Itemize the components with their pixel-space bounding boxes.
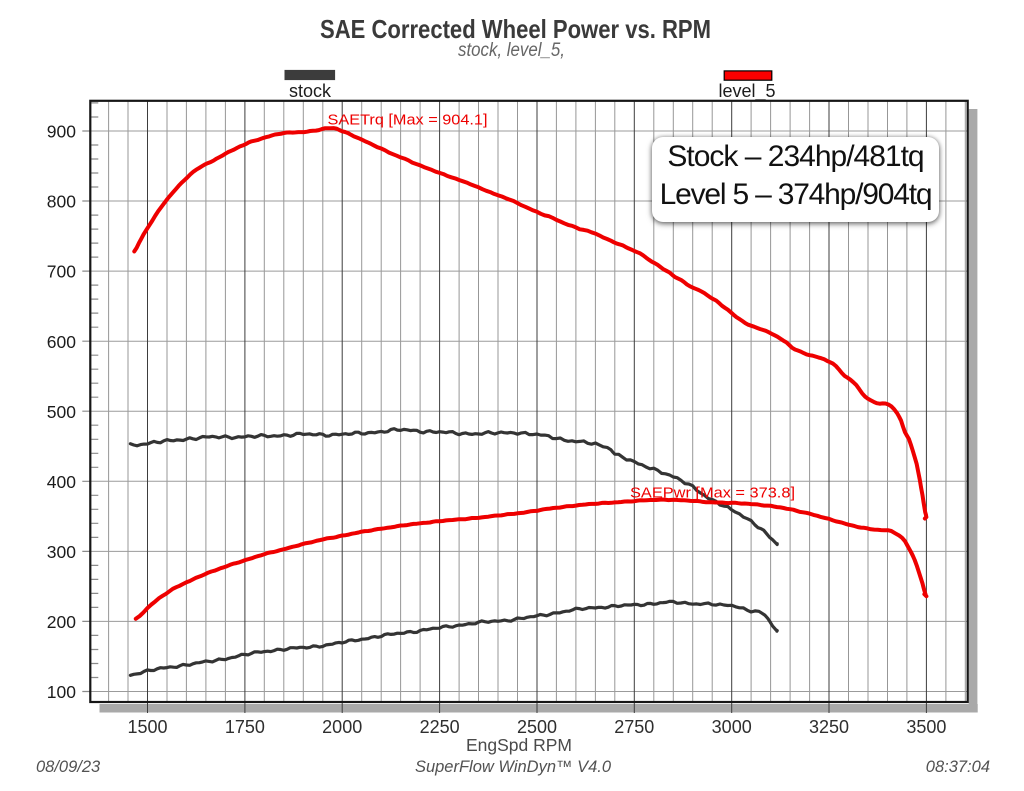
svg-text:600: 600 [47,332,76,352]
svg-text:SAE Corrected Wheel Power vs.: SAE Corrected Wheel Power vs. RPM [320,14,711,44]
svg-text:1750: 1750 [225,717,265,737]
svg-text:3250: 3250 [809,717,849,737]
svg-text:EngSpd RPM: EngSpd RPM [466,735,572,755]
svg-text:200: 200 [47,612,76,632]
svg-text:08:37:04: 08:37:04 [926,758,990,776]
svg-text:2750: 2750 [614,717,654,737]
svg-text:SAEPwr [Max = 373.8]: SAEPwr [Max = 373.8] [630,485,795,502]
svg-text:2000: 2000 [322,717,362,737]
svg-text:900: 900 [47,122,76,142]
svg-text:SAETrq [Max = 904.1]: SAETrq [Max = 904.1] [328,112,488,129]
svg-text:500: 500 [47,402,76,422]
svg-text:3000: 3000 [712,717,752,737]
svg-text:400: 400 [47,472,76,492]
svg-text:2250: 2250 [420,717,460,737]
svg-text:stock: stock [289,81,332,101]
svg-text:stock, level_5,: stock, level_5, [458,40,565,61]
svg-text:1500: 1500 [127,717,167,737]
svg-text:SuperFlow WinDyn™ V4.0: SuperFlow WinDyn™ V4.0 [415,758,612,776]
svg-text:100: 100 [47,682,76,702]
svg-text:08/09/23: 08/09/23 [36,758,101,776]
svg-text:3500: 3500 [906,717,946,737]
svg-text:300: 300 [47,542,76,562]
svg-text:2500: 2500 [517,717,557,737]
svg-text:level_5: level_5 [718,81,775,102]
svg-text:800: 800 [47,192,76,212]
svg-text:700: 700 [47,262,76,282]
